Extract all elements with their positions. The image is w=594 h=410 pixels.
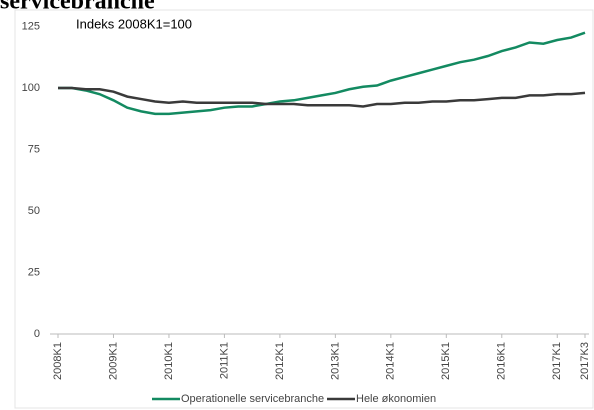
x-tick-label: 2017K1: [551, 342, 563, 380]
y-tick-label: 125: [22, 20, 40, 32]
x-tick-label: 2015K1: [440, 342, 452, 380]
legend-label: Operationelle servicebranche: [181, 393, 324, 405]
x-tick-label: 2012K1: [274, 342, 286, 380]
y-tick-label: 50: [28, 205, 40, 217]
y-tick-label: 75: [28, 143, 40, 155]
x-tick-label: 2009K1: [107, 342, 119, 380]
y-tick-label: 0: [34, 328, 40, 340]
y-tick-label: 25: [28, 266, 40, 278]
x-tick-label: 2016K1: [496, 342, 508, 380]
line-series: [58, 86, 586, 108]
x-tick-label: 2017K3: [579, 342, 591, 380]
x-tick-label: 2010K1: [163, 342, 175, 380]
chart-title: servicebranche: [0, 0, 155, 15]
annotation: Indeks 2008K1=100: [76, 16, 192, 31]
x-tick-label: 2011K1: [218, 342, 230, 379]
x-tick-label: 2013K1: [329, 342, 341, 380]
x-tick-label: 2014K1: [385, 342, 397, 380]
x-tick-label: 2008K1: [52, 342, 64, 380]
y-tick-label: 100: [22, 82, 40, 94]
chart-frame: [14, 9, 594, 409]
legend-label: Hele økonomien: [356, 393, 436, 405]
line-series: [58, 31, 586, 116]
